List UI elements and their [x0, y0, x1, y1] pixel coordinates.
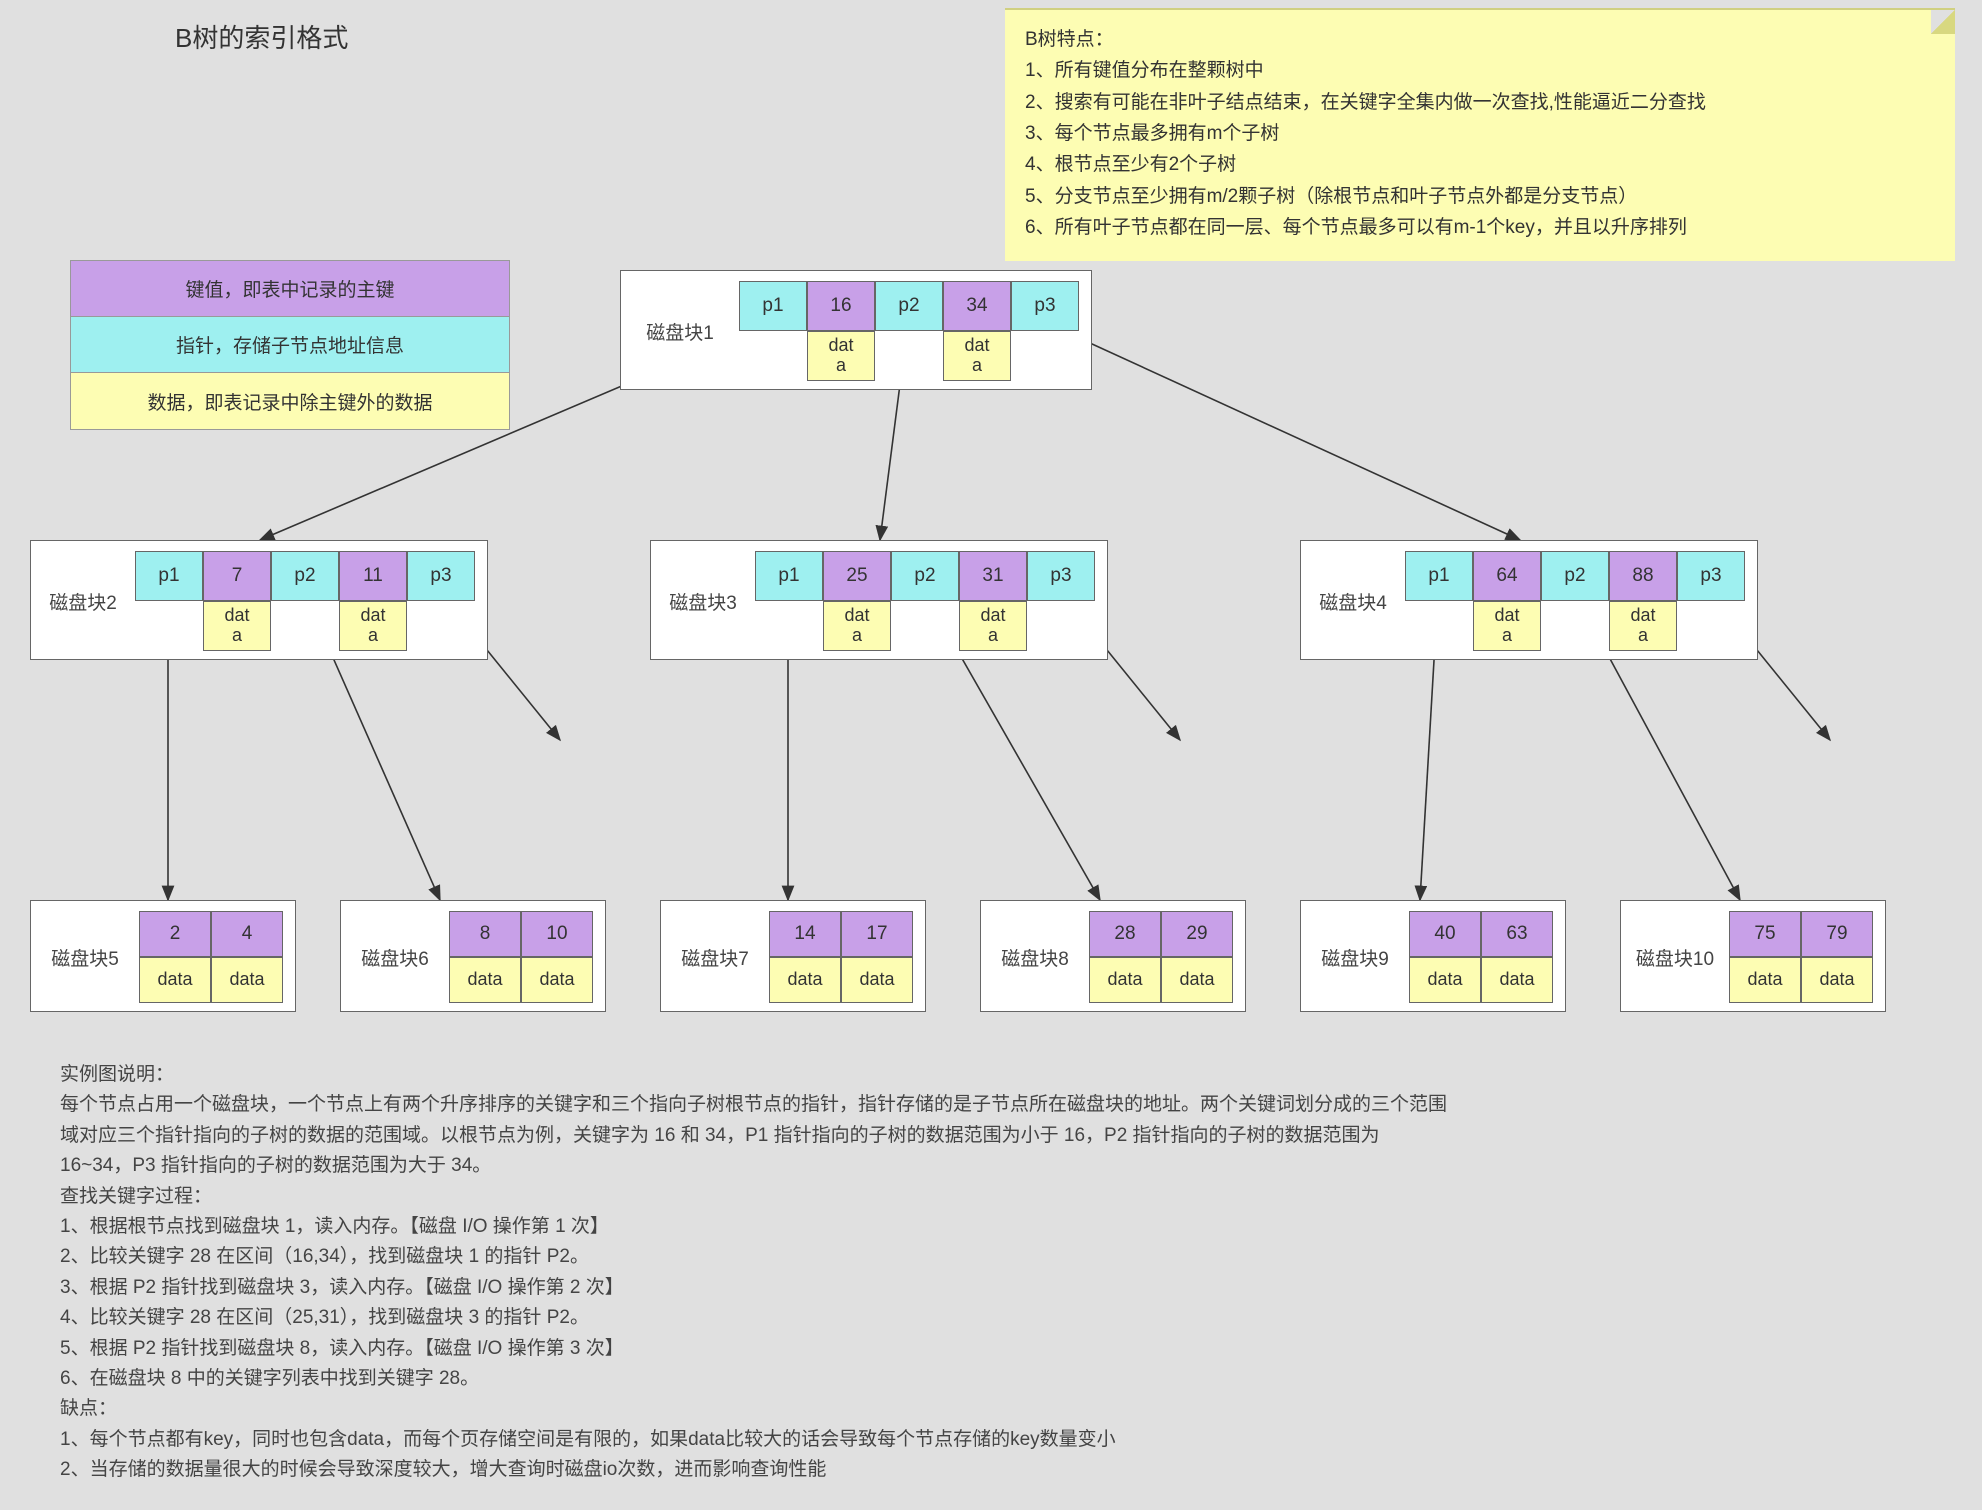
note-box: B树特点： 1、所有键值分布在整颗树中2、搜索有可能在非叶子结点结束，在关键字全… — [1005, 8, 1955, 261]
note-line: 6、所有叶子节点都在同一层、每个节点最多可以有m-1个key，并且以升序排列 — [1025, 212, 1935, 243]
disk-block-label: 磁盘块2 — [31, 551, 135, 651]
key-cell: 29 — [1161, 911, 1233, 957]
key-cell: 8 — [449, 911, 521, 957]
data-cell: dat a — [807, 331, 875, 381]
key-cell: 11 — [339, 551, 407, 601]
legend-row: 指针，存储子节点地址信息 — [71, 317, 509, 373]
key-cell: 64 — [1473, 551, 1541, 601]
key-cell: 2 — [139, 911, 211, 957]
disk-block-label: 磁盘块6 — [341, 911, 449, 1003]
disk-block-label: 磁盘块5 — [31, 911, 139, 1003]
pointer-cell: p2 — [891, 551, 959, 601]
pointer-cell: p1 — [755, 551, 823, 601]
key-cell: 79 — [1801, 911, 1873, 957]
key-cell: 28 — [1089, 911, 1161, 957]
note-line: 3、每个节点最多拥有m个子树 — [1025, 118, 1935, 149]
note-line: 5、分支节点至少拥有m/2颗子树（除根节点和叶子节点外都是分支节点） — [1025, 181, 1935, 212]
disk-block-label: 磁盘块7 — [661, 911, 769, 1003]
data-cell: data — [1089, 957, 1161, 1003]
legend-row: 键值，即表中记录的主键 — [71, 261, 509, 317]
key-cell: 75 — [1729, 911, 1801, 957]
key-cell: 25 — [823, 551, 891, 601]
disk-block-label: 磁盘块9 — [1301, 911, 1409, 1003]
legend: 键值，即表中记录的主键指针，存储子节点地址信息数据，即表记录中除主键外的数据 — [70, 260, 510, 430]
note-heading: B树特点： — [1025, 24, 1935, 55]
disk-block-leaf: 磁盘块94063datadata — [1300, 900, 1566, 1012]
disk-block-label: 磁盘块4 — [1301, 551, 1405, 651]
explanation-text: 实例图说明： 每个节点占用一个磁盘块，一个节点上有两个升序排序的关键字和三个指向… — [60, 1060, 1447, 1485]
pointer-cell: p3 — [407, 551, 475, 601]
data-cell: dat a — [823, 601, 891, 651]
data-cell: data — [211, 957, 283, 1003]
key-cell: 17 — [841, 911, 913, 957]
disk-block-leaf: 磁盘块6810datadata — [340, 900, 606, 1012]
disk-block-internal: 磁盘块4p164p288p3dat adat a — [1300, 540, 1758, 660]
edge-line — [1044, 322, 1520, 540]
data-cell: data — [1481, 957, 1553, 1003]
note-line: 2、搜索有可能在非叶子结点结束，在关键字全集内做一次查找,性能逼近二分查找 — [1025, 87, 1935, 118]
disk-block-leaf: 磁盘块71417datadata — [660, 900, 926, 1012]
disk-block-internal: 磁盘块1p116p234p3dat adat a — [620, 270, 1092, 390]
data-cell: data — [521, 957, 593, 1003]
pointer-cell: p2 — [1541, 551, 1609, 601]
key-cell: 10 — [521, 911, 593, 957]
disk-block-internal: 磁盘块2p17p211p3dat adat a — [30, 540, 488, 660]
data-cell: data — [1729, 957, 1801, 1003]
key-cell: 88 — [1609, 551, 1677, 601]
data-cell: data — [139, 957, 211, 1003]
disk-block-leaf: 磁盘块107579datadata — [1620, 900, 1886, 1012]
key-cell: 34 — [943, 281, 1011, 331]
disk-block-label: 磁盘块10 — [1621, 911, 1729, 1003]
pointer-cell: p3 — [1027, 551, 1095, 601]
disk-block-label: 磁盘块8 — [981, 911, 1089, 1003]
pointer-cell: p3 — [1677, 551, 1745, 601]
page-title: B树的索引格式 — [175, 18, 348, 55]
data-cell: dat a — [1473, 601, 1541, 651]
data-cell: dat a — [959, 601, 1027, 651]
disk-block-label: 磁盘块3 — [651, 551, 755, 651]
disk-block-leaf: 磁盘块82829datadata — [980, 900, 1246, 1012]
note-line: 4、根节点至少有2个子树 — [1025, 149, 1935, 180]
key-cell: 40 — [1409, 911, 1481, 957]
data-cell: data — [449, 957, 521, 1003]
data-cell: data — [769, 957, 841, 1003]
disk-block-leaf: 磁盘块524datadata — [30, 900, 296, 1012]
data-cell: dat a — [943, 331, 1011, 381]
key-cell: 7 — [203, 551, 271, 601]
data-cell: data — [1161, 957, 1233, 1003]
pointer-cell: p2 — [875, 281, 943, 331]
pointer-cell: p1 — [1405, 551, 1473, 601]
key-cell: 16 — [807, 281, 875, 331]
data-cell: dat a — [1609, 601, 1677, 651]
pointer-cell: p2 — [271, 551, 339, 601]
disk-block-label: 磁盘块1 — [621, 281, 739, 381]
data-cell: dat a — [339, 601, 407, 651]
disk-block-internal: 磁盘块3p125p231p3dat adat a — [650, 540, 1108, 660]
key-cell: 63 — [1481, 911, 1553, 957]
data-cell: data — [841, 957, 913, 1003]
data-cell: dat a — [203, 601, 271, 651]
pointer-cell: p3 — [1011, 281, 1079, 331]
key-cell: 31 — [959, 551, 1027, 601]
key-cell: 4 — [211, 911, 283, 957]
note-line: 1、所有键值分布在整颗树中 — [1025, 55, 1935, 86]
data-cell: data — [1801, 957, 1873, 1003]
key-cell: 14 — [769, 911, 841, 957]
data-cell: data — [1409, 957, 1481, 1003]
legend-row: 数据，即表记录中除主键外的数据 — [71, 373, 509, 429]
pointer-cell: p1 — [739, 281, 807, 331]
pointer-cell: p1 — [135, 551, 203, 601]
